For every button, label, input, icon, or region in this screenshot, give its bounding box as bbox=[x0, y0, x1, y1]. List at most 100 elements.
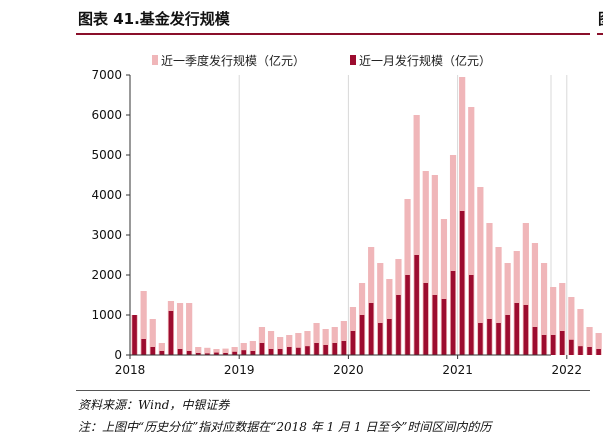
y-tick-label: 5000 bbox=[91, 148, 122, 162]
month-bar bbox=[305, 346, 310, 355]
quarter-bar bbox=[449, 155, 457, 355]
quarter-bar bbox=[176, 303, 184, 355]
month-bar bbox=[450, 271, 456, 355]
month-bar bbox=[514, 303, 520, 355]
quarter-bar bbox=[586, 327, 593, 355]
x-tick-label: 2020 bbox=[333, 363, 364, 377]
x-tick-label: 2022 bbox=[552, 363, 583, 377]
quarter-bar bbox=[568, 297, 575, 355]
quarter-bar bbox=[286, 335, 293, 355]
month-bar bbox=[205, 353, 210, 355]
quarter-bar bbox=[258, 327, 266, 355]
month-bar bbox=[396, 295, 401, 355]
month-bar bbox=[323, 345, 328, 355]
month-bar bbox=[377, 323, 383, 355]
month-bar bbox=[432, 295, 438, 355]
quarter-bar bbox=[577, 309, 584, 355]
month-bar bbox=[478, 323, 483, 355]
legend-month-swatch bbox=[350, 55, 356, 65]
quarter-bar bbox=[195, 347, 202, 355]
quarter-bar bbox=[486, 223, 493, 355]
y-tick-label: 2000 bbox=[91, 268, 122, 282]
quarter-bar bbox=[186, 303, 193, 355]
month-bar bbox=[487, 319, 492, 355]
quarter-bar bbox=[504, 263, 511, 355]
quarter-bar bbox=[231, 347, 238, 355]
legend-quarter-label: 近一季度发行规模（亿元） bbox=[161, 53, 305, 68]
month-bar bbox=[578, 346, 583, 355]
month-bar bbox=[268, 349, 274, 355]
adjacent-figure-title-fragment: 图 bbox=[598, 8, 603, 29]
quarter-bar bbox=[222, 348, 229, 355]
month-bar bbox=[168, 311, 174, 355]
quarter-bar bbox=[386, 279, 393, 355]
month-bar bbox=[505, 315, 510, 355]
quarter-bar bbox=[295, 333, 302, 355]
quarter-bar bbox=[277, 337, 284, 355]
month-bar bbox=[368, 303, 374, 355]
quarter-bar bbox=[213, 349, 220, 355]
month-bar bbox=[223, 353, 228, 355]
y-tick-label: 6000 bbox=[91, 108, 122, 122]
quarter-bar bbox=[249, 341, 256, 355]
quarter-bar bbox=[158, 343, 165, 355]
month-bar bbox=[423, 283, 429, 355]
quarter-bar bbox=[522, 223, 529, 355]
quarter-bar bbox=[413, 115, 420, 355]
quarter-bar bbox=[477, 187, 484, 355]
quarter-bar bbox=[495, 247, 502, 355]
x-tick-label: 2018 bbox=[115, 363, 146, 377]
month-bar bbox=[569, 339, 574, 355]
month-bar bbox=[314, 343, 319, 355]
quarter-bar bbox=[377, 263, 384, 355]
month-bar bbox=[359, 315, 365, 355]
month-bar bbox=[496, 323, 501, 355]
month-bar bbox=[195, 353, 201, 355]
month-bar bbox=[132, 315, 137, 355]
title-rule bbox=[76, 33, 590, 35]
quarter-bar bbox=[422, 171, 429, 355]
month-bar bbox=[341, 341, 347, 355]
quarter-bar bbox=[322, 329, 329, 355]
quarter-bar bbox=[313, 323, 320, 355]
month-bar bbox=[414, 255, 419, 355]
month-bar bbox=[468, 275, 474, 355]
month-bar bbox=[596, 349, 601, 355]
quarter-bar bbox=[595, 333, 602, 355]
month-bar bbox=[523, 305, 529, 355]
month-bar bbox=[250, 351, 256, 355]
month-bar bbox=[141, 339, 146, 355]
month-bar bbox=[296, 347, 301, 355]
month-bar bbox=[587, 347, 592, 355]
quarter-bar bbox=[331, 327, 338, 355]
month-bar bbox=[159, 351, 165, 355]
x-tick-label: 2021 bbox=[442, 363, 473, 377]
quarter-bar bbox=[368, 247, 375, 355]
footnote: 注：上图中“历史分位”指对应数据在“2018 年 1 月 1 日至今”时间区间内… bbox=[78, 420, 492, 434]
quarter-bar bbox=[304, 331, 311, 355]
month-bar bbox=[286, 347, 292, 355]
y-tick-label: 1000 bbox=[91, 308, 122, 322]
month-bar bbox=[177, 349, 183, 355]
month-bar bbox=[277, 349, 283, 355]
month-bar bbox=[259, 343, 265, 355]
footer-rule bbox=[76, 390, 590, 391]
quarter-bar bbox=[559, 283, 566, 355]
chart-legend: 近一季度发行规模（亿元） 近一月发行规模（亿元） bbox=[152, 53, 491, 68]
month-bar bbox=[350, 331, 356, 355]
month-bar bbox=[532, 327, 538, 355]
month-bar bbox=[241, 350, 247, 355]
month-bar bbox=[214, 352, 219, 355]
quarter-bar bbox=[540, 263, 548, 355]
month-bar bbox=[541, 335, 547, 355]
quarter-bar bbox=[468, 107, 475, 355]
y-tick-label: 0 bbox=[114, 348, 122, 362]
quarter-bar bbox=[204, 347, 211, 355]
month-bar bbox=[550, 335, 556, 355]
month-bar bbox=[232, 351, 237, 355]
quarter-bar bbox=[440, 219, 448, 355]
y-tick-label: 4000 bbox=[91, 188, 122, 202]
quarter-bar bbox=[340, 321, 347, 355]
month-bar bbox=[332, 343, 338, 355]
legend-quarter-swatch bbox=[152, 55, 158, 65]
